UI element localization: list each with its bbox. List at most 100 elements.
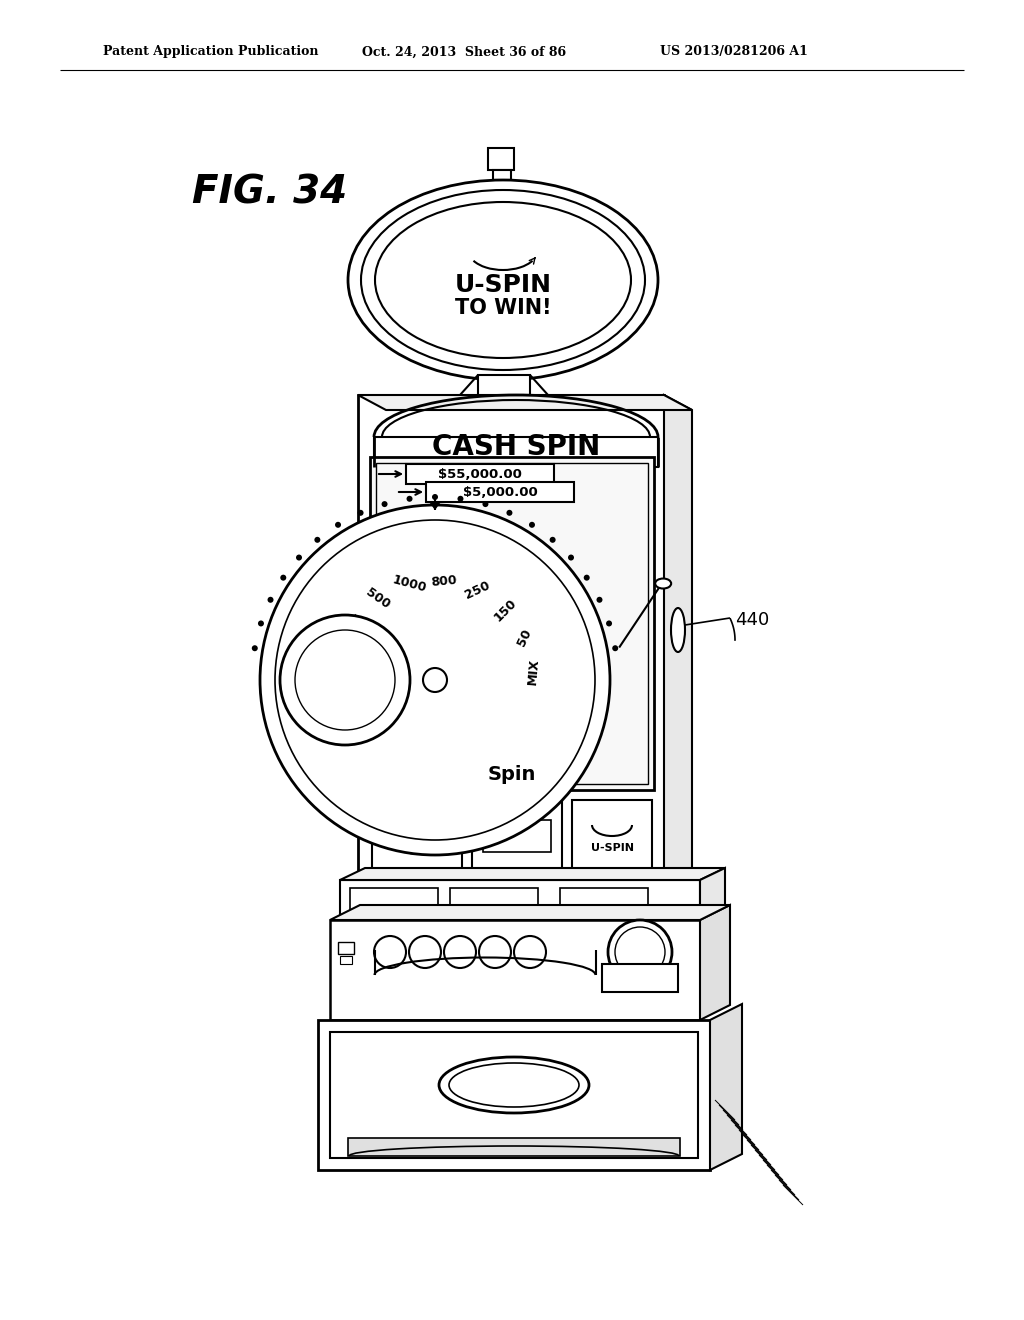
Text: FIG. 34: FIG. 34 xyxy=(193,173,347,211)
Polygon shape xyxy=(330,920,700,1020)
Text: U-SPIN: U-SPIN xyxy=(455,273,552,297)
Circle shape xyxy=(606,620,612,627)
Text: 500: 500 xyxy=(364,586,392,611)
Bar xyxy=(338,942,354,954)
Text: 200: 200 xyxy=(330,640,349,669)
Bar xyxy=(590,874,600,880)
Ellipse shape xyxy=(671,609,685,652)
Polygon shape xyxy=(710,1005,742,1170)
Text: TO WIN!: TO WIN! xyxy=(455,298,551,318)
Ellipse shape xyxy=(375,202,631,358)
Bar xyxy=(493,170,511,191)
Circle shape xyxy=(444,936,476,968)
Circle shape xyxy=(382,502,387,507)
Bar xyxy=(406,465,554,484)
Bar xyxy=(358,880,664,912)
Bar xyxy=(374,437,658,467)
Circle shape xyxy=(258,620,264,627)
Text: $5,000.00: $5,000.00 xyxy=(463,486,538,499)
Bar xyxy=(523,874,534,880)
Circle shape xyxy=(260,506,610,855)
Bar xyxy=(509,874,519,880)
Bar xyxy=(350,888,438,913)
Text: CASH SPIN: CASH SPIN xyxy=(432,433,600,461)
Bar xyxy=(618,874,628,880)
Circle shape xyxy=(295,630,395,730)
Bar xyxy=(483,820,551,851)
Polygon shape xyxy=(664,395,692,895)
Text: $55,000.00: $55,000.00 xyxy=(438,467,522,480)
Polygon shape xyxy=(700,906,730,1020)
Bar xyxy=(368,886,458,906)
Circle shape xyxy=(612,645,618,651)
Polygon shape xyxy=(330,906,730,920)
Bar xyxy=(560,888,648,913)
Circle shape xyxy=(275,520,595,840)
Ellipse shape xyxy=(449,1063,579,1107)
Bar xyxy=(495,874,505,880)
Bar xyxy=(437,874,447,880)
Polygon shape xyxy=(358,395,692,411)
Circle shape xyxy=(407,496,413,502)
Circle shape xyxy=(335,521,341,528)
Circle shape xyxy=(374,936,406,968)
Ellipse shape xyxy=(395,818,439,854)
Bar xyxy=(488,148,514,170)
Bar xyxy=(604,874,614,880)
Bar xyxy=(370,457,654,789)
Bar xyxy=(468,886,558,906)
Text: 250: 250 xyxy=(462,578,492,602)
Ellipse shape xyxy=(655,578,671,589)
Circle shape xyxy=(568,554,574,561)
Bar xyxy=(348,1138,680,1156)
Polygon shape xyxy=(340,880,700,920)
Circle shape xyxy=(432,494,438,500)
Bar xyxy=(395,874,406,880)
Circle shape xyxy=(267,597,273,603)
Bar xyxy=(409,874,419,880)
Bar xyxy=(632,874,642,880)
Polygon shape xyxy=(318,1020,710,1170)
Circle shape xyxy=(409,936,441,968)
Polygon shape xyxy=(340,869,725,880)
Bar xyxy=(572,800,652,873)
Bar xyxy=(340,956,352,964)
Circle shape xyxy=(596,597,602,603)
Text: Patent Application Publication: Patent Application Publication xyxy=(103,45,318,58)
Circle shape xyxy=(507,510,512,516)
Circle shape xyxy=(281,574,287,581)
Circle shape xyxy=(458,496,464,502)
Ellipse shape xyxy=(361,190,645,370)
Circle shape xyxy=(482,502,488,507)
Text: 800: 800 xyxy=(430,574,458,589)
Bar xyxy=(330,1032,698,1158)
Circle shape xyxy=(296,554,302,561)
Ellipse shape xyxy=(404,826,430,846)
Circle shape xyxy=(584,574,590,581)
Bar xyxy=(426,482,574,502)
Bar xyxy=(376,463,648,784)
Polygon shape xyxy=(700,869,725,920)
Bar xyxy=(450,888,538,913)
Circle shape xyxy=(550,537,556,543)
Bar xyxy=(478,375,530,407)
Ellipse shape xyxy=(439,1057,589,1113)
Circle shape xyxy=(615,927,665,977)
Text: 150: 150 xyxy=(492,595,519,624)
Text: Spin: Spin xyxy=(487,766,537,784)
Bar xyxy=(602,964,678,993)
Text: Oct. 24, 2013  Sheet 36 of 86: Oct. 24, 2013 Sheet 36 of 86 xyxy=(362,45,566,58)
Circle shape xyxy=(479,936,511,968)
Text: 440: 440 xyxy=(735,611,769,630)
Text: 50: 50 xyxy=(515,627,535,648)
Bar xyxy=(423,874,433,880)
Circle shape xyxy=(280,615,410,744)
Text: 1000: 1000 xyxy=(391,573,428,595)
Bar xyxy=(537,874,547,880)
Circle shape xyxy=(314,537,321,543)
Circle shape xyxy=(423,668,447,692)
Text: 75: 75 xyxy=(343,612,365,634)
Ellipse shape xyxy=(348,180,658,380)
Polygon shape xyxy=(358,395,664,880)
Text: U-SPIN: U-SPIN xyxy=(591,843,634,853)
